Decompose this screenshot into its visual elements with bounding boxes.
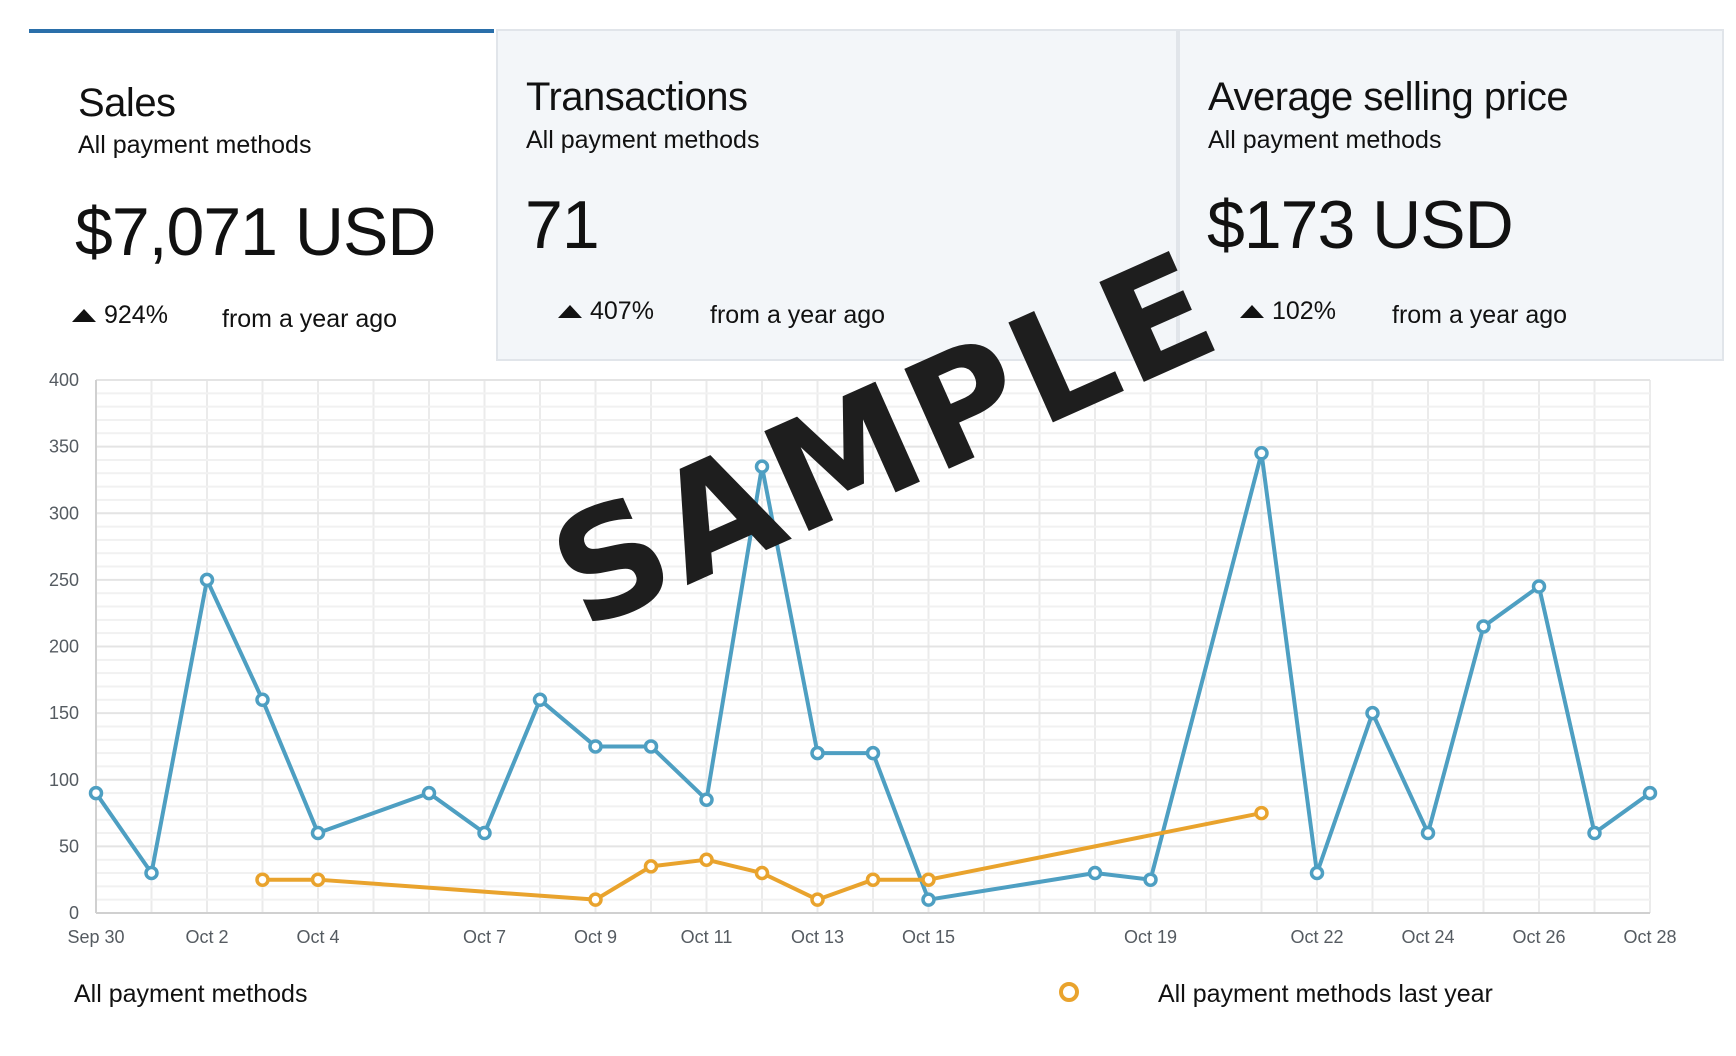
data-point (477, 825, 492, 841)
data-point (421, 785, 437, 801)
y-tick-label: 50 (59, 836, 79, 856)
x-tick-label: Oct 19 (1124, 927, 1177, 947)
legend-previous[interactable]: All payment methods last year (1158, 980, 1493, 1008)
card-period: from a year ago (710, 301, 886, 329)
data-point (1309, 865, 1325, 881)
up-triangle-icon (1240, 305, 1264, 318)
x-tick-label: Sep 30 (67, 927, 124, 947)
card-value: 71 (525, 187, 600, 263)
y-tick-label: 0 (69, 903, 79, 923)
sales-line-chart: 0 50 100 150 200 250 300 350 400 Sep 30 Oct 2 Oct … (49, 370, 1677, 947)
card-subtitle: All payment methods (78, 131, 312, 159)
data-point (643, 859, 659, 874)
y-tick-label: 200 (49, 637, 79, 657)
y-axis: 0 50 100 150 200 250 300 350 400 (49, 370, 79, 923)
x-tick-label: Oct 2 (185, 927, 228, 947)
data-point (699, 852, 714, 867)
data-point (532, 692, 548, 708)
x-tick-label: Oct 28 (1623, 927, 1676, 947)
x-tick-label: Oct 22 (1290, 927, 1343, 947)
data-point (810, 892, 825, 907)
data-point (1420, 825, 1436, 841)
y-tick-label: 100 (49, 770, 79, 790)
data-point (199, 572, 215, 588)
card-title: Average selling price (1208, 75, 1569, 119)
card-title: Transactions (526, 75, 748, 119)
x-axis: Sep 30 Oct 2 Oct 4 Oct 7 Oct 9 Oct 11 Oct 13 Oc… (67, 927, 1676, 947)
data-point (1476, 619, 1491, 634)
y-tick-label: 150 (49, 703, 79, 723)
data-point (865, 872, 881, 887)
legend-current[interactable]: All payment methods (74, 980, 308, 1008)
data-point (1254, 805, 1269, 821)
card-title: Sales (78, 81, 176, 125)
card-subtitle: All payment methods (526, 126, 760, 154)
card-change-value: 924% (104, 301, 168, 329)
legend-marker-icon (1059, 982, 1079, 1002)
transactions-card[interactable]: Transactions All payment methods 71 407%… (496, 29, 1178, 361)
sales-card[interactable]: Sales All payment methods $7,071 USD 924… (29, 29, 494, 361)
chart-grid (95, 379, 1651, 914)
y-tick-label: 400 (49, 370, 79, 390)
x-tick-label: Oct 13 (791, 927, 844, 947)
data-point (310, 872, 326, 887)
data-point (144, 865, 159, 881)
data-point (754, 459, 770, 474)
up-triangle-icon (558, 305, 582, 318)
y-tick-label: 250 (49, 570, 79, 590)
data-point (1254, 446, 1269, 461)
data-point (1143, 872, 1158, 887)
card-change-value: 102% (1272, 297, 1336, 325)
series-line (262, 811, 1262, 902)
card-period: from a year ago (222, 305, 398, 333)
data-point (699, 792, 714, 807)
data-point (588, 739, 603, 754)
card-change: 407% (558, 297, 654, 326)
data-point (255, 692, 270, 708)
data-point (255, 872, 270, 887)
card-change: 924% (72, 301, 168, 330)
x-tick-label: Oct 9 (574, 927, 617, 947)
average-selling-price-card[interactable]: Average selling price All payment method… (1178, 29, 1724, 361)
x-tick-label: Oct 15 (902, 927, 955, 947)
data-point (1087, 865, 1103, 881)
data-point (88, 785, 104, 801)
data-point (865, 745, 881, 761)
metric-cards: Sales All payment methods $7,071 USD 924… (29, 29, 1724, 363)
data-point (810, 745, 825, 761)
card-period: from a year ago (1392, 301, 1568, 329)
card-value: $7,071 USD (75, 194, 436, 270)
up-triangle-icon (72, 309, 96, 322)
data-point (643, 739, 659, 754)
x-tick-label: Oct 4 (296, 927, 339, 947)
data-point (921, 892, 936, 907)
data-point (1587, 825, 1602, 841)
y-tick-label: 300 (49, 503, 79, 523)
card-value: $173 USD (1207, 187, 1514, 263)
card-change: 102% (1240, 297, 1336, 326)
data-point (921, 872, 936, 887)
chart-series (88, 446, 1658, 907)
data-point (1642, 785, 1658, 801)
x-tick-label: Oct 24 (1401, 927, 1454, 947)
x-tick-label: Oct 11 (681, 927, 733, 947)
x-tick-label: Oct 26 (1512, 927, 1565, 947)
card-change-value: 407% (590, 297, 654, 325)
data-point (1365, 705, 1380, 721)
data-point (588, 892, 603, 907)
data-point (754, 865, 770, 881)
x-tick-label: Oct 7 (463, 927, 506, 947)
card-subtitle: All payment methods (1208, 126, 1442, 154)
y-tick-label: 350 (49, 437, 79, 457)
data-point (1531, 579, 1547, 594)
data-point (310, 825, 326, 841)
